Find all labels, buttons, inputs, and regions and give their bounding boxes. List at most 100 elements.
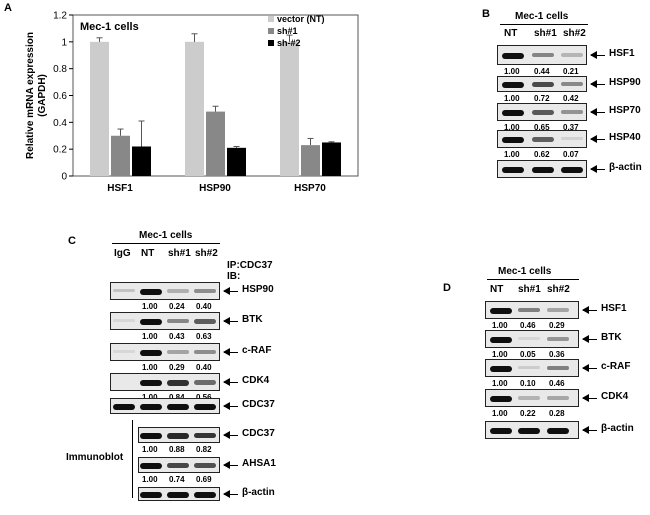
- panel-label-b: B: [482, 8, 490, 20]
- quant-value: 0.44: [534, 67, 550, 76]
- quant-value: 0.24: [169, 302, 185, 311]
- protein-band: [502, 52, 524, 59]
- blot-strip: [110, 312, 220, 330]
- arrow: [582, 364, 597, 372]
- protein-band: [194, 432, 216, 438]
- quant-value: 1.00: [142, 332, 158, 341]
- protein-band: [518, 336, 540, 340]
- quant-value: 0.28: [549, 409, 565, 418]
- protein-band: [194, 288, 216, 293]
- protein-band: [532, 136, 554, 142]
- quant-value: 0.82: [196, 445, 212, 454]
- arrow: [590, 135, 605, 143]
- blot-strip: [485, 301, 579, 319]
- quant-value: 1.00: [492, 379, 508, 388]
- chart-title: Mec-1 cells: [80, 21, 139, 33]
- title-underline: [487, 279, 579, 280]
- protein-band: [140, 288, 162, 295]
- protein-band: [167, 288, 189, 293]
- arrow: [223, 287, 238, 295]
- immunoblot-bracket: [132, 420, 133, 498]
- protein-band: [502, 81, 524, 88]
- protein-band: [561, 81, 583, 86]
- quant-value: 0.37: [563, 123, 579, 132]
- panel-title: Mec-1 cells: [498, 266, 552, 277]
- protein-band: [547, 427, 569, 434]
- bar: [90, 41, 109, 177]
- quant-value: 1.00: [504, 94, 520, 103]
- protein-band: [561, 52, 583, 57]
- bar: [206, 111, 225, 176]
- protein-band: [140, 491, 162, 498]
- blot-label: AHSA1: [242, 458, 276, 469]
- panel-label-a: A: [4, 2, 12, 14]
- blot-label: HSP90: [242, 284, 274, 295]
- protein-band: [490, 427, 512, 434]
- quant-value: 0.22: [520, 409, 536, 418]
- arrow: [223, 490, 238, 498]
- arrow: [590, 165, 605, 173]
- blot-label: β-actin: [601, 423, 634, 434]
- quant-value: 0.10: [520, 379, 536, 388]
- blot-strip: [138, 457, 220, 473]
- quant-value: 1.00: [492, 350, 508, 359]
- protein-band: [167, 432, 189, 439]
- quant-value: 0.46: [520, 321, 536, 330]
- arrow: [590, 108, 605, 116]
- protein-band: [502, 109, 524, 116]
- protein-band: [561, 109, 583, 114]
- quant-value: 0.62: [534, 150, 550, 159]
- y-tick-label: 0.2: [53, 145, 67, 156]
- legend-entry: sh-#2: [277, 38, 301, 48]
- y-tick-label: 0: [61, 172, 67, 183]
- blot-label: HSP70: [609, 105, 641, 116]
- quant-value: 0.84: [169, 393, 185, 402]
- lane-label: NT: [490, 284, 504, 295]
- protein-band: [547, 307, 569, 312]
- protein-band: [502, 166, 524, 173]
- lane-label: IgG: [114, 248, 131, 259]
- arrow: [223, 317, 238, 325]
- bar: [227, 147, 246, 176]
- y-tick-label: 1: [61, 37, 67, 48]
- protein-band: [140, 349, 162, 356]
- arrow: [582, 306, 597, 314]
- bar: [185, 41, 204, 177]
- quant-value: 0.29: [169, 363, 185, 372]
- title-underline: [500, 24, 588, 25]
- protein-band: [561, 166, 583, 173]
- quant-value: 0.65: [534, 123, 550, 132]
- protein-band: [532, 109, 554, 115]
- protein-band: [140, 379, 162, 386]
- x-tick-label: HSF1: [107, 183, 133, 194]
- protein-band: [167, 403, 189, 410]
- panel-label-d: D: [443, 282, 451, 294]
- bar: [301, 145, 320, 176]
- y-tick-label: 0.4: [53, 118, 67, 129]
- quant-value: 0.40: [196, 302, 212, 311]
- blot-strip: [497, 45, 587, 65]
- quant-value: 1.00: [492, 409, 508, 418]
- quant-value: 0.46: [549, 379, 565, 388]
- protein-band: [167, 462, 189, 468]
- quant-value: 0.63: [196, 332, 212, 341]
- blot-label: β-actin: [609, 162, 642, 173]
- arrow: [223, 348, 238, 356]
- blot-label: β-actin: [242, 487, 275, 498]
- blot-strip: [497, 76, 587, 92]
- panel-title: Mec-1 cells: [139, 230, 193, 241]
- protein-band: [518, 427, 540, 434]
- protein-band: [113, 349, 135, 353]
- y-tick-label: 0.6: [53, 91, 67, 102]
- blot-strip: [497, 130, 587, 148]
- blot-label: CDK4: [601, 391, 629, 402]
- protein-band: [490, 336, 512, 343]
- blot-strip: [138, 427, 220, 443]
- blot-strip: [110, 398, 220, 414]
- arrow: [223, 402, 238, 410]
- blot-strip: [138, 487, 220, 501]
- blot-label: c-RAF: [601, 361, 631, 372]
- protein-band: [532, 52, 554, 57]
- bar: [132, 146, 151, 176]
- protein-band: [532, 81, 554, 87]
